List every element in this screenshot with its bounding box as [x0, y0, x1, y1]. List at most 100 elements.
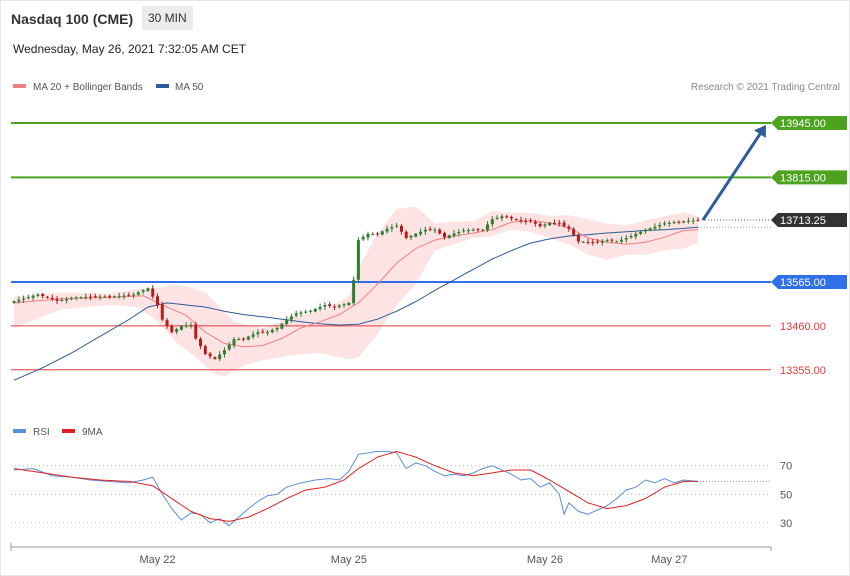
candle-body [639, 231, 643, 234]
candle [323, 302, 327, 311]
candle-body [151, 288, 155, 297]
candle [409, 234, 413, 241]
candle-body [509, 216, 513, 219]
candle [304, 309, 308, 314]
candle-body [390, 227, 394, 229]
x-tick-label: May 22 [139, 554, 175, 566]
candle [45, 295, 49, 299]
candle [17, 296, 21, 304]
candle [462, 228, 466, 233]
candle [108, 294, 112, 299]
candle-body [74, 297, 78, 299]
candle [289, 313, 293, 323]
candle-body [423, 229, 427, 232]
candle [213, 356, 217, 360]
candle [610, 238, 614, 244]
candle-body [533, 221, 537, 224]
candle-body [686, 220, 690, 222]
candle [423, 226, 427, 235]
candle [500, 214, 504, 222]
candle [490, 216, 494, 228]
candle [486, 221, 490, 233]
candle-body [155, 296, 159, 305]
candle-body [242, 338, 246, 340]
candle-body [55, 298, 59, 301]
candle-body [696, 219, 700, 221]
candle-body [629, 235, 633, 238]
candle [31, 293, 35, 301]
candle [266, 330, 270, 336]
candle-body [184, 325, 188, 327]
resistance-price-tag [771, 116, 847, 131]
candle [60, 297, 64, 302]
candle [419, 228, 423, 237]
candle [299, 310, 303, 317]
candle-body [380, 231, 384, 235]
instrument-title: Nasdaq 100 (CME) [11, 11, 134, 27]
candle [667, 220, 671, 227]
candle-body [538, 223, 542, 227]
candle [562, 220, 566, 228]
candle-body [179, 325, 183, 330]
rsi-level-label: 70 [780, 461, 792, 473]
candle [309, 309, 313, 314]
candle [332, 304, 336, 310]
candle-body [132, 294, 136, 296]
candle [127, 292, 131, 297]
candle-body [428, 228, 432, 230]
credit-label: Research © 2021 Trading Central [691, 82, 840, 93]
candle-body [199, 338, 203, 347]
candle-body [332, 306, 336, 308]
candle-body [208, 353, 212, 357]
candle-body [170, 325, 174, 333]
candle-body [203, 346, 207, 354]
bollinger-band [14, 206, 698, 377]
rsi-legend-label: RSI [33, 427, 50, 438]
candle-body [12, 301, 16, 303]
candle-body [328, 304, 332, 307]
candle-body [677, 221, 681, 223]
timeframe-button[interactable]: 30 MIN [142, 6, 193, 30]
candle [199, 336, 203, 350]
candle-body [500, 216, 504, 219]
pivot-price-label: 13565.00 [780, 277, 826, 289]
candle [184, 322, 188, 329]
candle-body [84, 297, 88, 299]
candle [538, 222, 542, 228]
resistance-price-label: 13815.00 [780, 172, 826, 184]
support-price-label: 13460.00 [780, 321, 826, 333]
candle [227, 342, 231, 352]
candle-body [457, 231, 461, 234]
candle [677, 220, 681, 225]
candle-body [31, 295, 35, 298]
candle-body [222, 350, 226, 355]
candle-body [122, 295, 126, 297]
candle [361, 234, 365, 242]
candle-body [462, 230, 466, 232]
candle-body [146, 288, 150, 292]
x-tick-label: May 25 [331, 554, 367, 566]
candle [380, 230, 384, 236]
candle [117, 292, 121, 299]
candle [615, 240, 619, 243]
candle-body [615, 241, 619, 243]
candle [557, 219, 561, 227]
candle-body [466, 230, 470, 232]
candle-body [576, 234, 580, 242]
candle-body [98, 296, 102, 298]
candle [433, 227, 437, 234]
x-tick-label: May 27 [651, 554, 687, 566]
candle-body [117, 296, 121, 298]
candle-body [514, 219, 518, 221]
candle-body [409, 235, 413, 238]
candle-body [452, 233, 456, 236]
candle [356, 237, 360, 283]
candle [691, 217, 695, 224]
candle [658, 222, 662, 230]
candle [328, 301, 332, 308]
candle-body [624, 238, 628, 240]
candle-body [471, 229, 475, 231]
candle-body [79, 297, 83, 299]
candle [112, 295, 116, 298]
candle-body [543, 224, 547, 226]
